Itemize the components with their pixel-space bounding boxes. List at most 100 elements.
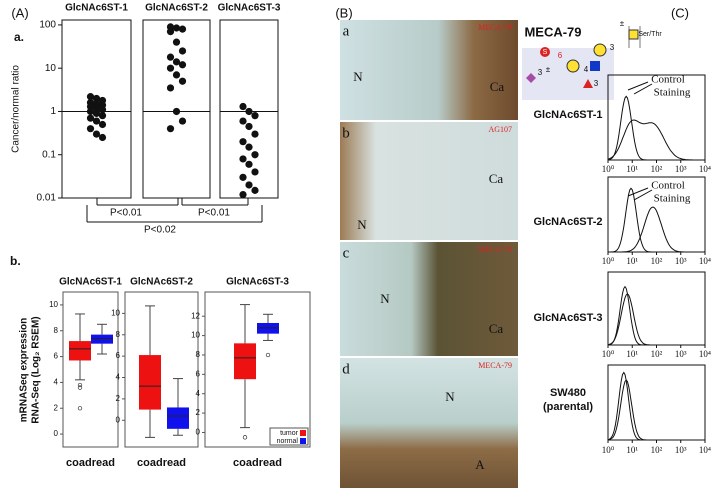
- x-tick-label: 10¹: [626, 349, 638, 359]
- image-letter: a: [343, 23, 350, 39]
- plot-frame: [219, 19, 279, 199]
- data-dot: [92, 130, 101, 138]
- data-dot: [172, 71, 181, 79]
- data-dot: [239, 102, 247, 111]
- data-dot: [86, 114, 95, 122]
- region-label: Ca: [489, 321, 504, 336]
- chart-title: GlcNAc6ST-3: [226, 277, 289, 288]
- chart-title: GlcNAc6ST-2: [130, 277, 193, 288]
- histogram-label: GlcNAc6ST-1: [533, 109, 602, 121]
- x-tick-label: 10³: [675, 445, 687, 455]
- data-dot: [86, 93, 95, 101]
- outlier: [77, 382, 83, 388]
- p-value: P<0.01: [110, 208, 142, 219]
- x-tick-label: coadread: [233, 457, 282, 469]
- data-dot: [251, 112, 259, 120]
- data-dot: [166, 28, 175, 36]
- glycan-label: 3: [594, 79, 599, 88]
- y-tick-label: 2: [196, 408, 201, 417]
- data-dot: [92, 104, 101, 112]
- panel-label: (B): [335, 5, 352, 20]
- y-axis-label: RNA-Seq (Log₂ RSEM): [31, 316, 42, 423]
- y-axis-label: mRNASeq expression: [19, 318, 30, 422]
- data-dot: [166, 125, 175, 133]
- data-dot: [251, 130, 259, 138]
- sialic: [526, 73, 536, 83]
- data-dot: [245, 143, 253, 151]
- box: [91, 334, 113, 344]
- y-axis-label: Cancer/normal ratio: [11, 65, 22, 153]
- region-label: N: [357, 217, 367, 232]
- micrograph: [340, 122, 518, 240]
- region-label: Ca: [489, 171, 504, 186]
- box: [69, 341, 91, 361]
- glycan-label: S: [543, 49, 548, 56]
- histogram-label: SW480: [550, 387, 586, 399]
- y-tick-label: 0: [54, 429, 59, 438]
- x-tick-label: 10²: [651, 349, 663, 359]
- image-letter: d: [342, 361, 350, 377]
- x-tick-label: 10²: [651, 164, 663, 174]
- panel-title: MECA-79: [524, 24, 581, 39]
- data-dot: [166, 64, 175, 72]
- histogram-label: (parental): [543, 401, 593, 413]
- y-tick-label: 2: [54, 403, 59, 412]
- data-dot: [251, 186, 259, 194]
- outlier: [77, 406, 83, 411]
- data-dot: [98, 112, 107, 120]
- data-dot: [172, 24, 181, 32]
- micrograph: [340, 242, 518, 356]
- x-tick-label: 10⁴: [699, 164, 711, 174]
- glycan-label: 3: [538, 68, 543, 77]
- legend-label: tumor: [280, 430, 299, 437]
- data-dot: [98, 106, 107, 114]
- annotation: Control: [651, 74, 685, 86]
- x-tick-label: 10⁴: [699, 349, 711, 359]
- data-dot: [86, 125, 95, 133]
- y-tick-label: 0.01: [37, 193, 57, 204]
- glycan-label: 3: [610, 43, 615, 52]
- panel-b-images: [340, 20, 518, 488]
- x-tick-label: 10⁰: [602, 256, 615, 266]
- glycan-label: ±: [546, 65, 551, 74]
- region-label: N: [445, 389, 455, 404]
- data-dot: [98, 120, 107, 129]
- data-dot: [172, 38, 181, 46]
- histogram-curve: [607, 119, 705, 161]
- x-tick-label: 10³: [675, 164, 687, 174]
- plot-frame: [124, 291, 199, 448]
- plot-frame: [142, 19, 211, 199]
- annotation-arrow: [627, 187, 649, 197]
- data-dot: [92, 117, 101, 125]
- histogram-curve: [607, 95, 705, 161]
- x-tick-label: 10⁴: [699, 445, 711, 455]
- y-tick-label: 4: [54, 378, 59, 387]
- x-tick-label: 10⁰: [602, 164, 615, 174]
- data-dot: [178, 117, 187, 125]
- plot-frame: [62, 291, 119, 448]
- histogram-curve: [607, 379, 705, 441]
- data-dot: [178, 77, 187, 85]
- legend-box: [269, 427, 309, 446]
- x-tick-label: 10³: [675, 349, 687, 359]
- data-dot: [172, 107, 181, 116]
- glcnac: [590, 61, 600, 71]
- annotation: Staining: [654, 87, 691, 99]
- y-tick-label: 12: [191, 311, 200, 320]
- x-tick-label: 10³: [675, 256, 687, 266]
- x-tick-label: 10⁴: [699, 256, 711, 266]
- data-dot: [239, 138, 247, 146]
- data-dot: [239, 173, 247, 181]
- outlier: [242, 435, 248, 440]
- stain-label: MECA-79: [478, 361, 512, 370]
- y-tick-label: 10: [49, 300, 58, 309]
- annotation: Control: [651, 180, 685, 192]
- box: [234, 343, 256, 380]
- annotation: Staining: [654, 193, 691, 205]
- data-dot: [245, 122, 253, 131]
- legend-swatch: [300, 438, 306, 444]
- y-tick-label: 10: [111, 308, 120, 317]
- region-label: A: [475, 457, 485, 472]
- y-tick-label: 6: [54, 352, 59, 361]
